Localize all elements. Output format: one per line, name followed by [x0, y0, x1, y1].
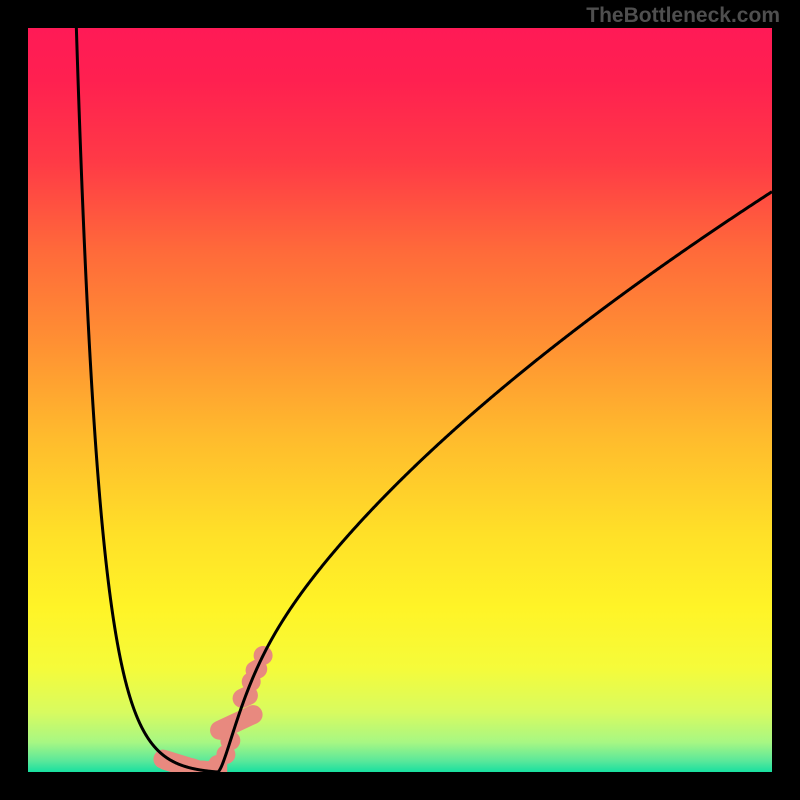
watermark-text: TheBottleneck.com — [586, 4, 780, 28]
curve-layer — [28, 28, 772, 772]
chart-frame: TheBottleneck.com — [0, 0, 800, 800]
plot-area — [28, 28, 772, 772]
data-point-blobs — [151, 646, 273, 772]
bottleneck-curve — [76, 28, 772, 772]
